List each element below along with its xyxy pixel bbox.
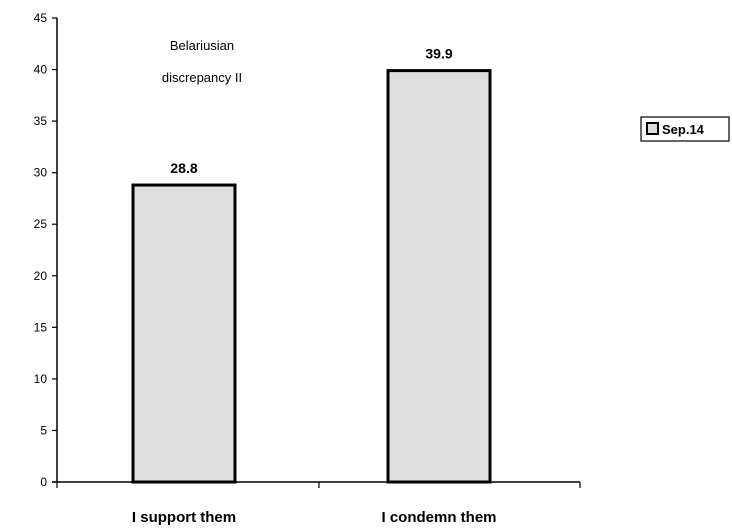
bar-data-label: 28.8 bbox=[170, 160, 197, 176]
x-category-label: I condemn them bbox=[381, 509, 496, 526]
y-tick-label: 15 bbox=[34, 320, 48, 334]
legend-swatch bbox=[646, 122, 659, 135]
y-tick-label: 10 bbox=[34, 372, 48, 386]
bar bbox=[386, 69, 492, 484]
y-tick-label: 40 bbox=[34, 63, 48, 77]
axes bbox=[52, 18, 580, 483]
bar bbox=[131, 183, 237, 484]
y-tick-label: 20 bbox=[34, 269, 48, 283]
annotation-line-2: discrepancy II bbox=[162, 70, 242, 85]
y-tick-label: 30 bbox=[34, 166, 48, 180]
bars: 28.8 39.9 bbox=[131, 46, 492, 484]
x-axis-labels: I support them I condemn them bbox=[132, 509, 497, 526]
legend: Sep.14 bbox=[640, 116, 730, 142]
x-category-label: I support them bbox=[132, 509, 236, 526]
legend-label: Sep.14 bbox=[662, 122, 705, 137]
y-tick-label: 45 bbox=[34, 11, 48, 25]
y-tick-label: 5 bbox=[40, 423, 47, 437]
chart-annotation: Belariusian discrepancy II bbox=[162, 38, 242, 85]
annotation-line-1: Belariusian bbox=[170, 38, 234, 53]
y-tick-label: 25 bbox=[34, 217, 48, 231]
y-axis-ticks: 0 5 10 15 20 25 30 35 40 45 bbox=[34, 11, 581, 489]
bar-data-label: 39.9 bbox=[425, 46, 452, 62]
y-tick-label: 35 bbox=[34, 114, 48, 128]
y-tick-label: 0 bbox=[40, 475, 47, 489]
